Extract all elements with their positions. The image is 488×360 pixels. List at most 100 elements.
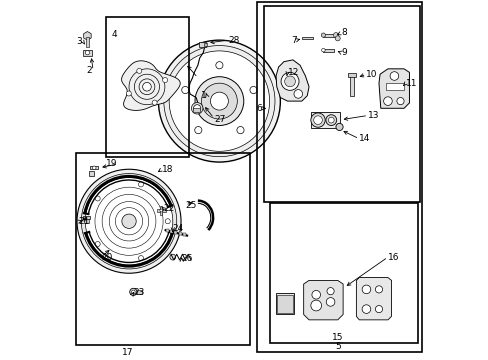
Bar xyxy=(183,233,185,236)
Bar xyxy=(264,6,419,202)
Bar xyxy=(347,73,356,77)
Bar xyxy=(192,108,200,112)
Bar xyxy=(178,232,182,235)
Circle shape xyxy=(335,36,340,41)
Circle shape xyxy=(194,126,202,134)
Bar xyxy=(204,42,207,45)
Bar xyxy=(269,203,418,343)
Bar xyxy=(169,230,173,233)
Bar xyxy=(76,153,249,345)
Text: 6: 6 xyxy=(255,104,261,113)
Bar xyxy=(199,42,206,47)
Circle shape xyxy=(396,98,403,105)
Circle shape xyxy=(152,100,157,105)
Circle shape xyxy=(193,105,201,112)
Circle shape xyxy=(321,48,325,52)
Text: 2: 2 xyxy=(86,66,92,75)
Text: 8: 8 xyxy=(341,28,346,37)
Circle shape xyxy=(281,72,298,90)
Circle shape xyxy=(195,77,244,126)
Polygon shape xyxy=(303,280,343,320)
Text: 26: 26 xyxy=(182,255,193,264)
Text: 5: 5 xyxy=(334,342,340,351)
Circle shape xyxy=(310,300,321,311)
Circle shape xyxy=(81,174,176,269)
Text: 18: 18 xyxy=(162,165,173,174)
Circle shape xyxy=(95,196,100,201)
Bar xyxy=(301,37,312,40)
Circle shape xyxy=(158,40,280,162)
Text: 19: 19 xyxy=(106,159,118,168)
Circle shape xyxy=(85,50,89,55)
Polygon shape xyxy=(83,32,91,40)
Text: 17: 17 xyxy=(122,348,133,357)
Circle shape xyxy=(182,86,188,94)
Text: 27: 27 xyxy=(214,114,225,123)
Circle shape xyxy=(321,33,325,37)
Circle shape xyxy=(313,116,322,125)
Bar xyxy=(276,293,293,315)
Bar xyxy=(160,206,162,215)
Circle shape xyxy=(137,68,142,73)
Circle shape xyxy=(375,286,382,293)
Text: 12: 12 xyxy=(287,68,298,77)
Text: 10: 10 xyxy=(366,70,377,79)
Circle shape xyxy=(85,177,172,265)
Bar xyxy=(85,37,89,47)
Circle shape xyxy=(362,285,370,294)
Text: 14: 14 xyxy=(359,134,370,143)
Text: 16: 16 xyxy=(387,253,399,262)
Bar xyxy=(277,295,292,313)
Circle shape xyxy=(163,77,167,82)
Bar xyxy=(157,210,165,212)
Bar xyxy=(83,216,90,220)
Circle shape xyxy=(169,254,175,260)
Circle shape xyxy=(138,182,143,187)
Text: 28: 28 xyxy=(228,36,239,45)
Circle shape xyxy=(215,62,223,69)
Bar xyxy=(90,166,98,169)
Circle shape xyxy=(389,72,398,80)
Circle shape xyxy=(77,169,181,273)
Text: 1: 1 xyxy=(201,91,206,100)
Circle shape xyxy=(169,51,269,151)
Bar xyxy=(323,49,333,51)
Bar xyxy=(386,83,403,90)
Circle shape xyxy=(122,214,136,228)
Bar xyxy=(257,3,421,352)
Circle shape xyxy=(126,91,131,96)
Circle shape xyxy=(138,256,143,261)
Circle shape xyxy=(325,298,334,306)
Text: 24: 24 xyxy=(172,224,183,233)
Polygon shape xyxy=(378,69,408,108)
Circle shape xyxy=(362,305,370,314)
Polygon shape xyxy=(122,61,180,111)
Bar xyxy=(349,76,353,96)
Circle shape xyxy=(142,82,151,91)
Circle shape xyxy=(333,33,338,38)
Text: 3: 3 xyxy=(76,37,81,46)
Circle shape xyxy=(92,166,96,170)
Bar xyxy=(310,112,339,128)
Text: 25: 25 xyxy=(185,201,196,210)
Circle shape xyxy=(160,209,163,212)
Circle shape xyxy=(210,92,228,110)
Polygon shape xyxy=(276,60,308,101)
Bar xyxy=(174,231,177,234)
Bar xyxy=(165,229,168,231)
Bar xyxy=(84,219,88,223)
Circle shape xyxy=(328,117,333,123)
Circle shape xyxy=(131,290,135,294)
Bar xyxy=(88,171,94,176)
Circle shape xyxy=(310,113,325,127)
Circle shape xyxy=(191,103,203,114)
Circle shape xyxy=(335,123,343,131)
Circle shape xyxy=(249,86,257,94)
Text: 23: 23 xyxy=(133,288,144,297)
Text: 13: 13 xyxy=(367,111,379,120)
Circle shape xyxy=(383,97,391,105)
Text: 21: 21 xyxy=(79,217,90,226)
Circle shape xyxy=(284,76,295,87)
Text: 7: 7 xyxy=(290,36,296,45)
Circle shape xyxy=(236,126,244,134)
